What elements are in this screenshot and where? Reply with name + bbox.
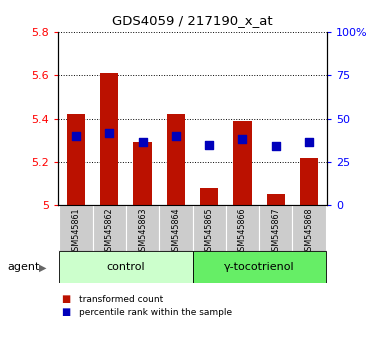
Bar	[292, 205, 326, 251]
Point	[306, 139, 312, 145]
Bar	[134, 142, 152, 205]
Bar	[59, 251, 192, 283]
Point	[73, 133, 79, 139]
Bar	[226, 205, 259, 251]
Point	[206, 142, 212, 147]
Text: GDS4059 / 217190_x_at: GDS4059 / 217190_x_at	[112, 14, 273, 27]
Point	[173, 133, 179, 139]
Bar	[59, 205, 93, 251]
Bar	[300, 158, 318, 205]
Bar	[126, 205, 159, 251]
Text: percentile rank within the sample: percentile rank within the sample	[79, 308, 232, 317]
Bar	[233, 121, 251, 205]
Text: GSM545867: GSM545867	[271, 207, 280, 256]
Text: agent: agent	[8, 262, 40, 272]
Text: control: control	[107, 262, 145, 272]
Point	[106, 130, 112, 136]
Text: GSM545868: GSM545868	[305, 207, 313, 256]
Bar	[266, 194, 285, 205]
Text: GSM545866: GSM545866	[238, 207, 247, 256]
Text: γ-tocotrienol: γ-tocotrienol	[224, 262, 295, 272]
Text: GSM545865: GSM545865	[205, 207, 214, 256]
Text: transformed count: transformed count	[79, 295, 163, 304]
Text: GSM545861: GSM545861	[72, 207, 80, 256]
Point	[139, 139, 146, 145]
Point	[239, 136, 246, 142]
Text: ▶: ▶	[39, 262, 46, 272]
Bar	[192, 251, 326, 283]
Bar	[259, 205, 292, 251]
Bar	[192, 205, 226, 251]
Bar	[167, 114, 185, 205]
Point	[273, 143, 279, 149]
Text: GSM545864: GSM545864	[171, 207, 180, 256]
Bar	[159, 205, 192, 251]
Bar	[100, 73, 119, 205]
Bar	[93, 205, 126, 251]
Text: GSM545863: GSM545863	[138, 207, 147, 256]
Bar	[200, 188, 218, 205]
Text: ■: ■	[62, 294, 71, 304]
Bar	[67, 114, 85, 205]
Text: GSM545862: GSM545862	[105, 207, 114, 256]
Text: ■: ■	[62, 307, 71, 317]
